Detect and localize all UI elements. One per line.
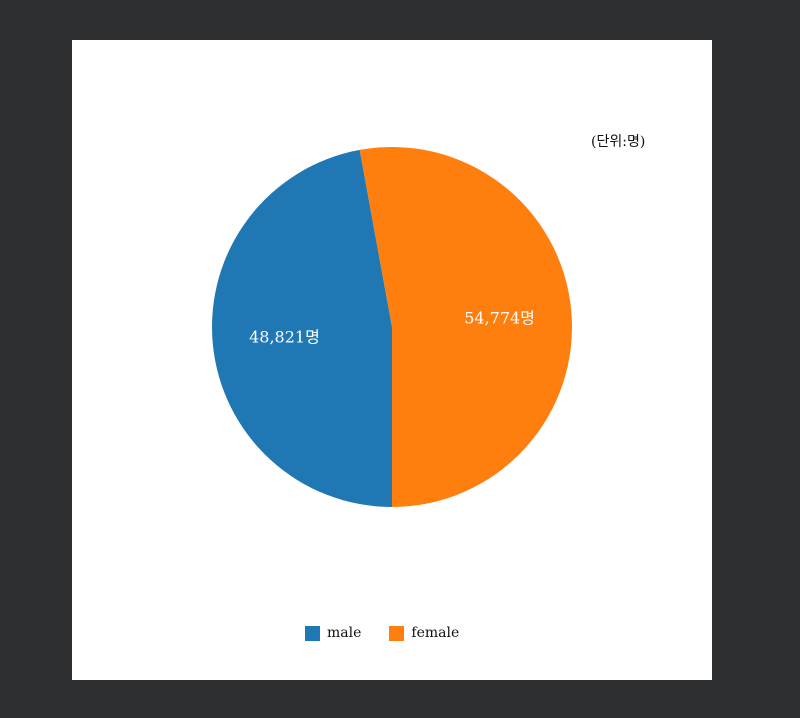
chart-legend: male female	[305, 625, 487, 641]
pie-slice-male	[211, 149, 392, 507]
legend-swatch-female	[389, 625, 405, 641]
legend-swatch-male	[305, 625, 320, 641]
legend-item-male: male	[305, 625, 361, 641]
legend-item-female: female	[389, 625, 459, 641]
unit-label: (단위:명)	[591, 134, 646, 150]
pie-chart: 48,821명 54,774명	[211, 147, 572, 508]
legend-label-female: female	[411, 625, 460, 641]
chart-canvas: (단위:명) 48,821명 54,774명 male female	[72, 40, 712, 680]
legend-label-male: male	[327, 625, 362, 641]
pie-slice-female	[359, 147, 572, 508]
slice-label-male: 48,821명	[249, 328, 320, 347]
slice-label-female: 54,774명	[464, 308, 535, 327]
